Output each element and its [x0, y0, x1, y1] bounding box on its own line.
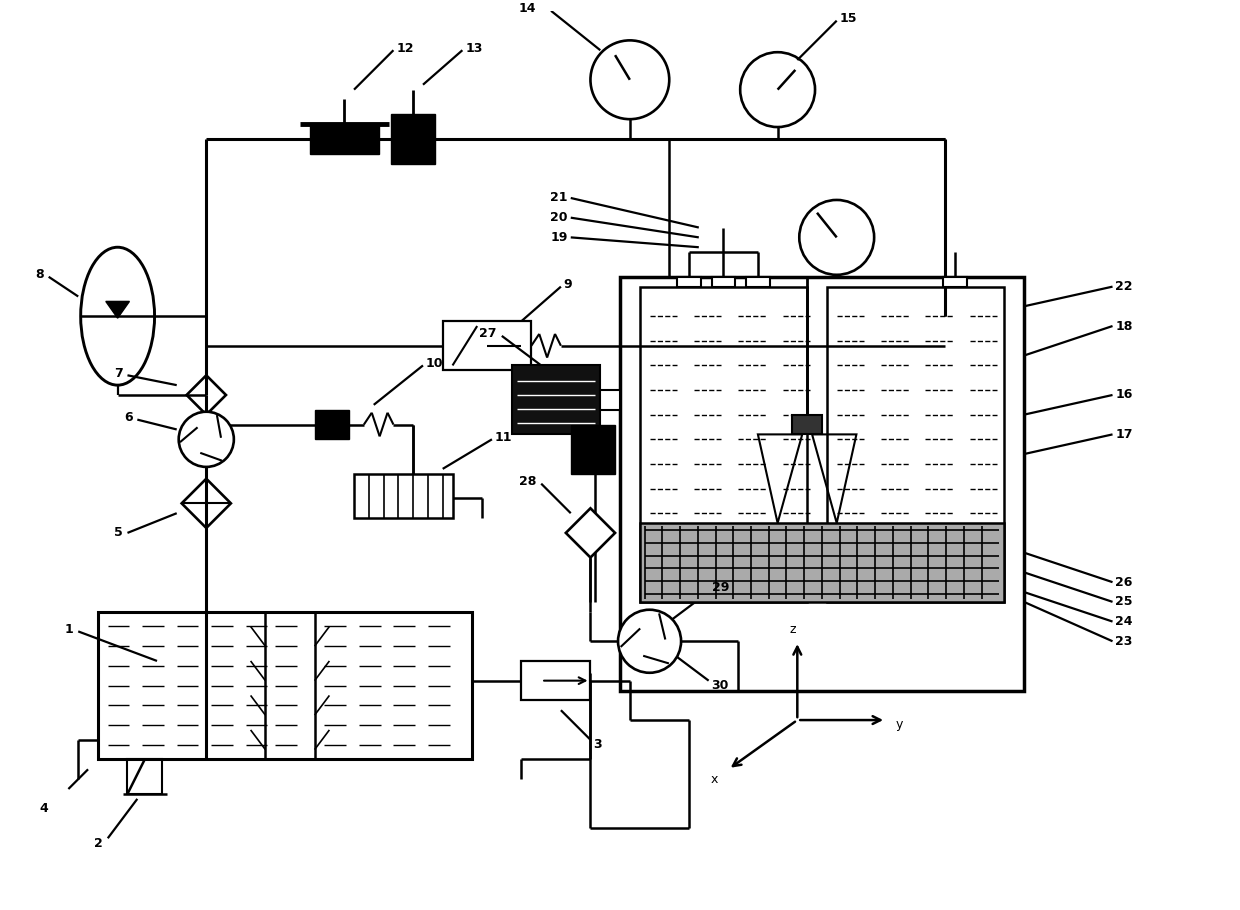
- Text: 19: 19: [551, 231, 568, 244]
- Text: 26: 26: [1116, 576, 1133, 589]
- Bar: [443, 321, 532, 370]
- Text: 22: 22: [1116, 280, 1133, 293]
- Text: 21: 21: [551, 191, 568, 205]
- Text: y: y: [895, 719, 903, 732]
- Text: 7: 7: [114, 367, 123, 379]
- Text: 20: 20: [551, 211, 568, 224]
- Text: 6: 6: [124, 411, 133, 424]
- Bar: [640, 287, 807, 602]
- Text: 2: 2: [94, 836, 103, 850]
- Polygon shape: [565, 509, 615, 558]
- Bar: [677, 277, 701, 287]
- Text: 1: 1: [64, 623, 73, 636]
- Text: 25: 25: [1116, 595, 1133, 609]
- Text: 15: 15: [839, 12, 857, 25]
- Bar: [712, 277, 735, 287]
- Text: 9: 9: [564, 278, 573, 291]
- Text: 8: 8: [35, 268, 43, 281]
- Bar: [98, 612, 472, 760]
- Bar: [746, 277, 770, 287]
- Text: 11: 11: [495, 430, 512, 444]
- Text: 5: 5: [114, 526, 123, 540]
- Text: z: z: [789, 623, 796, 636]
- Text: 13: 13: [465, 42, 482, 55]
- Text: 24: 24: [1116, 615, 1133, 628]
- Bar: [600, 390, 620, 410]
- Text: 4: 4: [40, 803, 48, 815]
- Bar: [128, 760, 162, 794]
- Circle shape: [618, 610, 681, 672]
- Bar: [640, 523, 1004, 602]
- Text: 14: 14: [518, 3, 536, 15]
- Bar: [522, 661, 590, 701]
- Text: 30: 30: [712, 679, 729, 693]
- Text: 28: 28: [518, 475, 536, 488]
- Bar: [310, 124, 378, 154]
- Text: 17: 17: [1116, 428, 1133, 440]
- Bar: [792, 415, 822, 434]
- Bar: [620, 277, 1024, 691]
- Text: x: x: [711, 773, 718, 785]
- Text: 16: 16: [1116, 389, 1133, 401]
- Bar: [355, 474, 453, 518]
- Text: 29: 29: [712, 581, 729, 593]
- Bar: [570, 425, 615, 474]
- Text: 18: 18: [1116, 319, 1133, 332]
- Circle shape: [179, 411, 234, 467]
- Bar: [315, 410, 350, 440]
- Text: 12: 12: [397, 42, 414, 55]
- Bar: [392, 115, 435, 164]
- Bar: [512, 366, 600, 434]
- Bar: [827, 287, 1004, 602]
- Bar: [944, 277, 967, 287]
- Polygon shape: [105, 301, 129, 318]
- Text: 23: 23: [1116, 635, 1133, 648]
- Text: 10: 10: [427, 357, 444, 370]
- Text: 27: 27: [480, 328, 497, 340]
- Text: 3: 3: [594, 738, 603, 751]
